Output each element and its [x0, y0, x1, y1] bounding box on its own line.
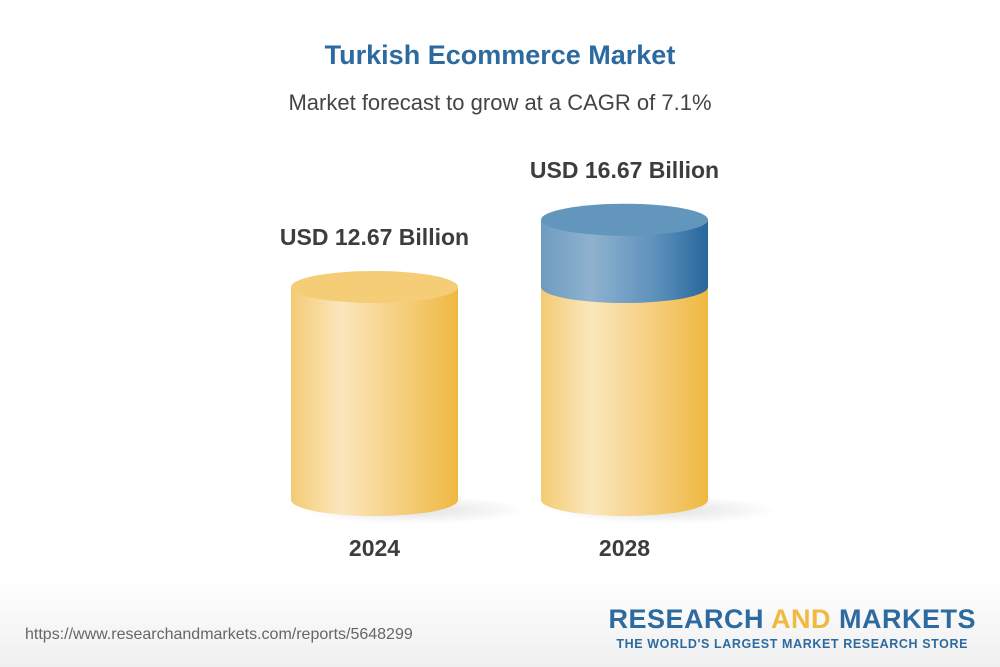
logo-text: RESEARCH — [608, 604, 771, 634]
data-label: USD 12.67 Billion — [280, 224, 469, 250]
category-label: 2024 — [349, 535, 400, 561]
logo-text-and: AND — [771, 604, 831, 634]
chart-subtitle: Market forecast to grow at a CAGR of 7.1… — [288, 90, 712, 115]
bar-2028-growth-top — [541, 203, 708, 236]
logo-text: MARKETS — [831, 604, 976, 634]
source-url[interactable]: https://www.researchandmarkets.com/repor… — [25, 626, 413, 643]
category-label: 2028 — [599, 535, 650, 561]
logo-tagline: THE WORLD'S LARGEST MARKET RESEARCH STOR… — [616, 637, 969, 651]
bar-2024-base-top — [291, 271, 458, 303]
bar-2024-base-body — [291, 287, 458, 516]
footer-band — [0, 580, 1000, 667]
data-label: USD 16.67 Billion — [530, 157, 719, 183]
research-and-markets-logo: RESEARCH AND MARKETS THE WORLD'S LARGEST… — [608, 604, 976, 651]
bar-2028-base-body — [541, 287, 708, 516]
chart-title: Turkish Ecommerce Market — [324, 40, 676, 70]
bar-2028-growth-body — [541, 219, 708, 303]
